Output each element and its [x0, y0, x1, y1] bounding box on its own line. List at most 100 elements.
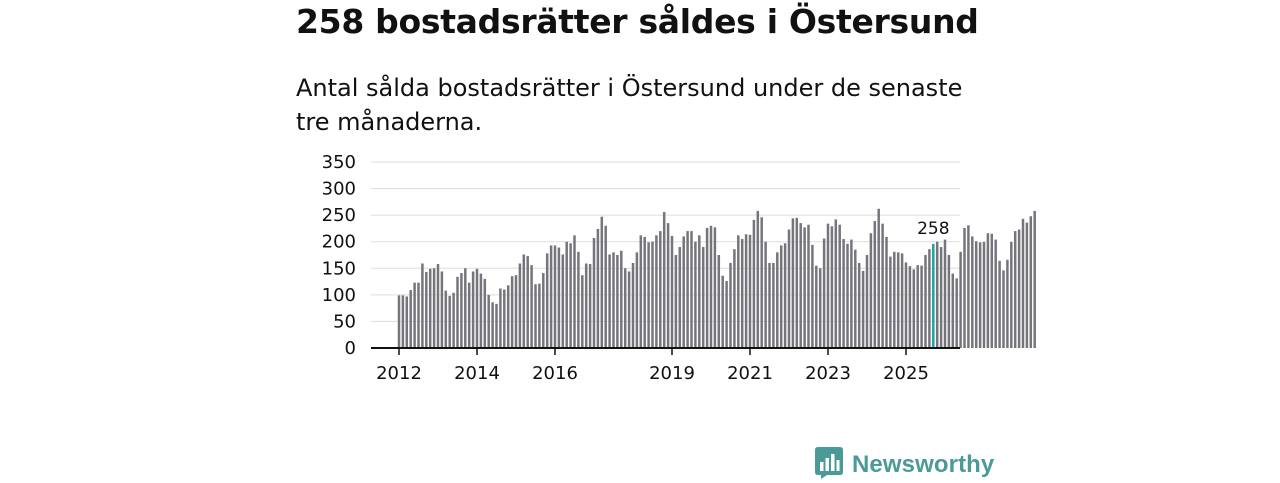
- bar: [553, 245, 557, 348]
- bar: [1021, 218, 1025, 348]
- bar: [526, 256, 529, 348]
- bar: [857, 262, 861, 348]
- bar: [740, 239, 744, 348]
- bar: [530, 265, 533, 348]
- y-tick-label: 150: [322, 258, 356, 279]
- bar: [768, 262, 771, 348]
- bar: [577, 251, 580, 348]
- y-tick-label: 250: [322, 205, 356, 226]
- bar: [538, 283, 541, 348]
- bar: [994, 239, 997, 348]
- bar: [639, 235, 643, 348]
- bar: [787, 229, 791, 348]
- bar: [725, 281, 728, 348]
- bar: [405, 296, 409, 348]
- bar: [834, 219, 838, 348]
- bar: [893, 251, 896, 348]
- bar: [651, 241, 654, 348]
- bar: [678, 247, 682, 348]
- bar: [974, 241, 978, 348]
- y-tick-label: 0: [345, 338, 356, 359]
- bar: [943, 239, 947, 348]
- bar: [850, 239, 853, 348]
- bar: [951, 273, 955, 348]
- bar: [452, 292, 455, 348]
- bar: [557, 247, 561, 348]
- bar: [904, 262, 908, 348]
- bar: [935, 241, 939, 348]
- bar: [838, 224, 841, 348]
- bar: [799, 223, 802, 348]
- bar: [873, 220, 877, 348]
- bar: [896, 252, 900, 348]
- bar: [592, 237, 596, 348]
- bar: [666, 223, 670, 348]
- bar: [514, 275, 518, 348]
- bar: [1033, 210, 1036, 348]
- bar: [499, 288, 502, 348]
- bar: [425, 272, 428, 348]
- bar: [928, 249, 931, 348]
- bar: [440, 271, 444, 348]
- x-tick-label: 2023: [805, 363, 851, 384]
- bar: [803, 227, 806, 348]
- bar: [959, 251, 962, 348]
- bar: [518, 263, 522, 348]
- bar: [686, 231, 689, 348]
- bar: [1010, 241, 1013, 348]
- bar: [444, 290, 448, 348]
- bar: [908, 266, 912, 348]
- bar: [487, 294, 490, 348]
- bar: [705, 227, 709, 348]
- y-tick-label: 350: [322, 152, 356, 173]
- bar: [982, 241, 986, 348]
- x-tick-label: 2016: [532, 363, 578, 384]
- bar: [963, 227, 966, 348]
- bar: [479, 273, 483, 348]
- bar: [791, 218, 795, 348]
- bar: [409, 290, 412, 348]
- bar: [674, 255, 678, 348]
- bar: [818, 268, 822, 348]
- bar: [612, 252, 615, 348]
- highlight-value-label: 258: [917, 219, 949, 239]
- bar: [1013, 231, 1017, 348]
- bar: [655, 235, 658, 348]
- bar: [721, 275, 724, 348]
- y-axis-ticks: 0 50 100 150 200 250 300 350: [322, 152, 356, 359]
- bar: [998, 260, 1001, 348]
- bar: [542, 273, 545, 348]
- bar: [561, 254, 565, 348]
- x-axis-ticks: 2012 2014 2016 2019 2021 2023 2025: [376, 348, 929, 384]
- bar: [916, 265, 919, 348]
- bar: [744, 234, 748, 348]
- bar: [600, 216, 604, 348]
- bar: [811, 244, 814, 348]
- y-tick-label: 200: [322, 232, 356, 253]
- bar: [588, 264, 592, 348]
- y-tick-label: 100: [322, 285, 356, 306]
- brand-logo[interactable]: Newsworthy: [815, 447, 994, 483]
- bar: [503, 289, 506, 348]
- y-tick-label: 300: [322, 179, 356, 200]
- bar: [717, 255, 721, 348]
- bar: [737, 235, 740, 348]
- bar: [822, 238, 826, 348]
- bar: [604, 225, 607, 348]
- bar: [573, 235, 576, 348]
- x-tick-label: 2019: [649, 363, 695, 384]
- bar: [698, 235, 701, 348]
- bar: [830, 226, 834, 348]
- bar: [569, 243, 572, 348]
- bar: [772, 262, 775, 348]
- bar: [506, 285, 510, 348]
- bar: [752, 219, 756, 348]
- bar: [947, 255, 951, 348]
- brand-name: Newsworthy: [852, 451, 995, 478]
- bar: [627, 271, 631, 348]
- bar: [670, 235, 674, 348]
- y-tick-label: 50: [333, 311, 356, 332]
- bar: [467, 282, 471, 348]
- bar: [967, 225, 970, 348]
